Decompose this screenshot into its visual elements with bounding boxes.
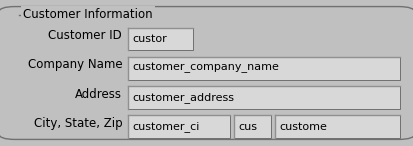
- Text: Customer Information: Customer Information: [23, 8, 152, 21]
- FancyBboxPatch shape: [0, 7, 413, 139]
- Text: customer_ci: customer_ci: [132, 121, 199, 132]
- FancyBboxPatch shape: [128, 86, 399, 109]
- FancyBboxPatch shape: [233, 115, 271, 138]
- Text: customer_company_name: customer_company_name: [132, 63, 279, 73]
- Text: Company Name: Company Name: [27, 58, 122, 72]
- Text: City, State, Zip: City, State, Zip: [33, 117, 122, 130]
- FancyBboxPatch shape: [128, 28, 192, 50]
- Text: cus: cus: [237, 122, 256, 132]
- Text: customer_address: customer_address: [132, 92, 234, 103]
- Text: Customer ID: Customer ID: [48, 29, 122, 42]
- FancyBboxPatch shape: [128, 57, 399, 80]
- FancyBboxPatch shape: [128, 115, 229, 138]
- Text: custor: custor: [132, 34, 167, 44]
- Text: Address: Address: [75, 88, 122, 101]
- Text: custome: custome: [279, 122, 327, 132]
- FancyBboxPatch shape: [275, 115, 399, 138]
